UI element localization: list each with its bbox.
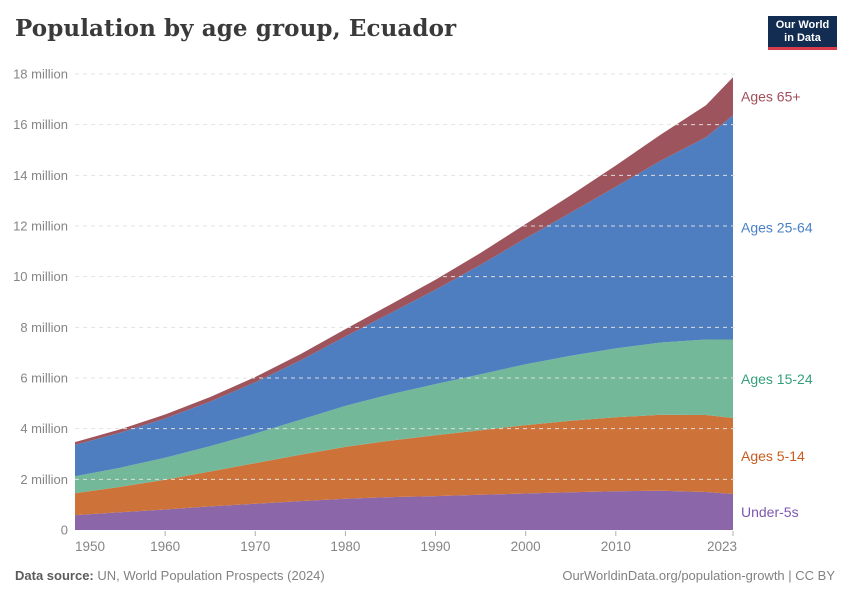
y-tick-label-16: 16 million — [13, 117, 68, 132]
owid-logo[interactable]: Our World in Data — [768, 16, 837, 50]
y-tick-label-6: 6 million — [20, 371, 68, 386]
owid-logo-line1: Our World — [775, 18, 830, 31]
area-series-group — [75, 77, 733, 530]
gridlines-group — [75, 73, 737, 480]
x-tick-label-1970: 1970 — [240, 539, 270, 554]
x-tick-label-1990: 1990 — [421, 539, 451, 554]
legend-label-ages-25-64[interactable]: Ages 25-64 — [741, 219, 813, 235]
x-tick-label-2000: 2000 — [511, 539, 541, 554]
area-ages-25-64[interactable] — [75, 115, 733, 477]
page-title: Population by age group, Ecuador — [15, 15, 457, 42]
legend: Under-5s Ages 5-14 Ages 15-24 Ages 25-64 Age… — [741, 88, 813, 520]
area-ages-15-24[interactable] — [75, 339, 733, 494]
legend-label-ages-15-24[interactable]: Ages 15-24 — [741, 371, 813, 387]
citation-link[interactable]: OurWorldinData.org/population-growth | C… — [562, 568, 835, 583]
y-tick-label-18: 18 million — [13, 67, 68, 82]
area-under-5s[interactable] — [75, 490, 733, 530]
x-axis: 1950 1960 1970 1980 1990 2000 2010 2023 — [75, 531, 737, 554]
data-source-text: UN, World Population Prospects (2024) — [93, 568, 325, 583]
x-tick-label-1950: 1950 — [75, 539, 105, 554]
y-axis: 0 2 million 4 million 6 million 8 million 10 … — [13, 67, 68, 538]
legend-label-ages-5-14[interactable]: Ages 5-14 — [741, 448, 805, 464]
y-tick-label-14: 14 million — [13, 168, 68, 183]
y-tick-label-8: 8 million — [20, 320, 68, 335]
y-tick-label-12: 12 million — [13, 219, 68, 234]
x-tick-label-1960: 1960 — [150, 539, 180, 554]
x-tick-label-2023: 2023 — [707, 539, 737, 554]
x-tick-label-2010: 2010 — [601, 539, 631, 554]
legend-label-ages-65[interactable]: Ages 65+ — [741, 88, 801, 104]
y-tick-label-10: 10 million — [13, 269, 68, 284]
legend-label-under-5s[interactable]: Under-5s — [741, 504, 799, 520]
area-ages-5-14[interactable] — [75, 414, 733, 516]
y-tick-label-0: 0 — [61, 523, 68, 538]
x-tick-label-1980: 1980 — [330, 539, 360, 554]
y-tick-label-2: 2 million — [20, 472, 68, 487]
data-source-note: Data source: UN, World Population Prospe… — [15, 568, 325, 583]
footer: Data source: UN, World Population Prospe… — [15, 568, 835, 583]
data-source-label: Data source: — [15, 568, 94, 583]
owid-logo-line2: in Data — [784, 31, 821, 44]
y-tick-label-4: 4 million — [20, 421, 68, 436]
